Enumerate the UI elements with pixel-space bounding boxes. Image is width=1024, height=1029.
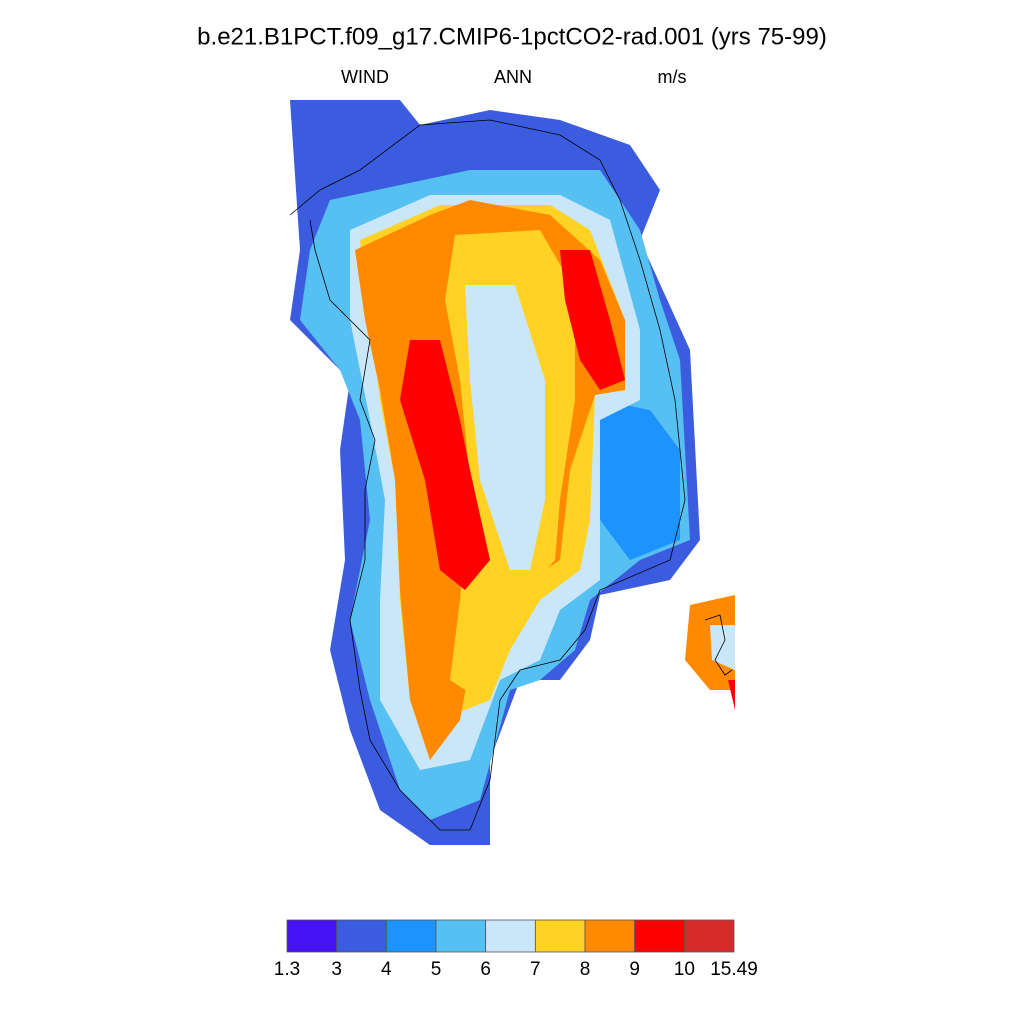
colorbar-label: 15.49 [710,959,758,980]
colorbar-label: 4 [381,959,392,980]
map-region [685,595,735,690]
map-region [400,340,490,590]
map [289,100,735,845]
colorbar-box [534,919,586,953]
map-region [710,625,735,670]
units-label: m/s [658,67,687,87]
colorbar-label: 1.3 [274,959,300,980]
colorbar-box [485,919,536,953]
colorbar-label: 5 [431,959,442,980]
colorbar-label: 7 [530,959,541,980]
variable-label: WIND [341,67,389,87]
title: b.e21.B1PCT.f09_g17.CMIP6-1pctCO2-rad.00… [197,23,827,50]
coastline [704,614,733,676]
colorbar-label: 8 [580,959,591,980]
season-label: ANN [494,67,532,87]
colorbar-box [634,919,685,953]
map-region [465,285,545,570]
map-region [560,250,625,390]
colorbar-box [385,919,437,953]
colorbar-label: 3 [331,959,342,980]
colorbar-box [336,919,387,953]
colorbar-label: 9 [629,959,640,980]
map-region [600,400,680,560]
colorbar-label: 6 [480,959,491,980]
colorbar-box [286,919,338,953]
colorbar-label: 10 [674,959,695,980]
colorbar-box [683,919,735,953]
colorbar: 1.3 3 4 5 6 7 8 9 10 15.49 [274,919,758,980]
map-region [728,680,735,710]
colorbar-box [435,919,487,953]
colorbar-box [584,919,636,953]
coastline [289,119,686,831]
